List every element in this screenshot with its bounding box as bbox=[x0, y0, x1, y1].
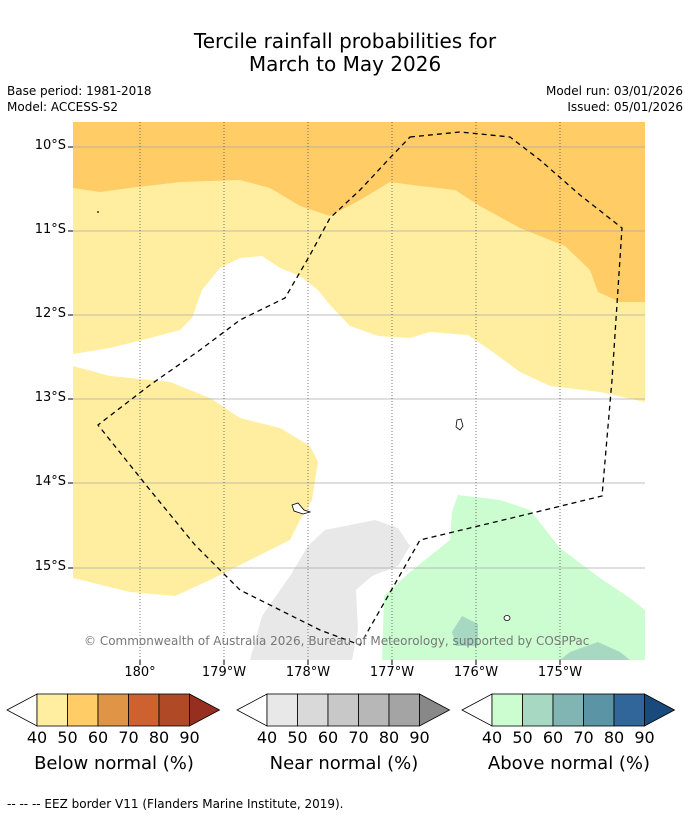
lon-label-179w: 179°W bbox=[201, 665, 247, 680]
lon-label-176w: 176°W bbox=[453, 665, 499, 680]
colorbar-tick-label: 70 bbox=[573, 728, 594, 747]
below-normal-50-region bbox=[73, 122, 645, 302]
lon-label-178w: 178°W bbox=[285, 665, 331, 680]
colorbar-tick-label: 50 bbox=[287, 728, 308, 747]
island-outline-south bbox=[503, 615, 511, 621]
chart-title: Tercile rainfall probabilities for March… bbox=[0, 30, 690, 76]
above-normal-50-region-b bbox=[560, 642, 630, 660]
colorbar-tick-label: 90 bbox=[409, 728, 430, 747]
colorbar-tick-label: 90 bbox=[179, 728, 200, 747]
lat-label-11s: 11°S bbox=[34, 222, 66, 237]
lon-label-175w: 175°W bbox=[537, 665, 583, 680]
lat-label-10s: 10°S bbox=[34, 138, 66, 153]
latitude-gridlines bbox=[73, 146, 645, 569]
colorbar-tick-label: 60 bbox=[317, 728, 339, 747]
above-normal-50-region-a bbox=[452, 616, 478, 646]
colorbar-tick-label: 80 bbox=[148, 728, 170, 747]
lat-label-15s: 15°S bbox=[34, 559, 66, 574]
colorbar-tick-label: 80 bbox=[603, 728, 625, 747]
colorbar-tick-label: 40 bbox=[481, 728, 503, 747]
model-name: Model: ACCESS-S2 bbox=[7, 100, 119, 114]
meta-right: Model run: 03/01/2026 Issued: 05/01/2026 bbox=[546, 83, 683, 115]
colorbar-near-label: Near normal (%) bbox=[269, 753, 419, 774]
title-line-1: Tercile rainfall probabilities for bbox=[193, 29, 497, 53]
island-outline-east bbox=[455, 418, 464, 431]
colorbar-tick-label: 80 bbox=[378, 728, 400, 747]
below-normal-40-region-west bbox=[73, 366, 318, 596]
colorbar-below-label: Below normal (%) bbox=[34, 753, 194, 774]
colorbar-tick-label: 90 bbox=[634, 728, 655, 747]
colorbar-tick-label: 50 bbox=[57, 728, 78, 747]
eez-footer-note: -- -- -- EEZ border V11 (Flanders Marine… bbox=[7, 797, 344, 811]
lon-label-180: 180° bbox=[124, 665, 156, 680]
colorbar-above-label: Above normal (%) bbox=[487, 753, 651, 774]
model-run: Model run: 03/01/2026 bbox=[545, 84, 683, 98]
copyright-credit: © Commonwealth of Australia 2026, Bureau… bbox=[84, 634, 590, 648]
island-outline-west bbox=[291, 502, 312, 515]
colorbar-tick-label: 40 bbox=[256, 728, 278, 747]
title-line-2: March to May 2026 bbox=[248, 52, 442, 76]
above-normal-40-region bbox=[382, 495, 645, 660]
probability-map bbox=[68, 122, 645, 665]
eez-border bbox=[97, 131, 623, 646]
axis-ticks bbox=[68, 146, 561, 665]
colorbar-tick-label: 70 bbox=[348, 728, 369, 747]
lat-label-14s: 14°S bbox=[34, 474, 66, 489]
island-dot bbox=[97, 211, 99, 213]
near-normal-40-region bbox=[250, 520, 410, 660]
lat-label-13s: 13°S bbox=[34, 390, 66, 405]
colorbar-tick-label: 70 bbox=[118, 728, 139, 747]
lon-label-177w: 177°W bbox=[369, 665, 415, 680]
colorbar-tick-label: 60 bbox=[87, 728, 109, 747]
colorbar-tick-label: 50 bbox=[512, 728, 533, 747]
colorbar-tick-label: 60 bbox=[542, 728, 564, 747]
base-period: Base period: 1981-2018 bbox=[7, 84, 152, 98]
lat-label-12s: 12°S bbox=[34, 306, 66, 321]
colorbar-tick-label: 40 bbox=[26, 728, 48, 747]
meta-left: Base period: 1981-2018 Model: ACCESS-S2 bbox=[7, 83, 152, 115]
issued-date: Issued: 05/01/2026 bbox=[567, 100, 683, 114]
